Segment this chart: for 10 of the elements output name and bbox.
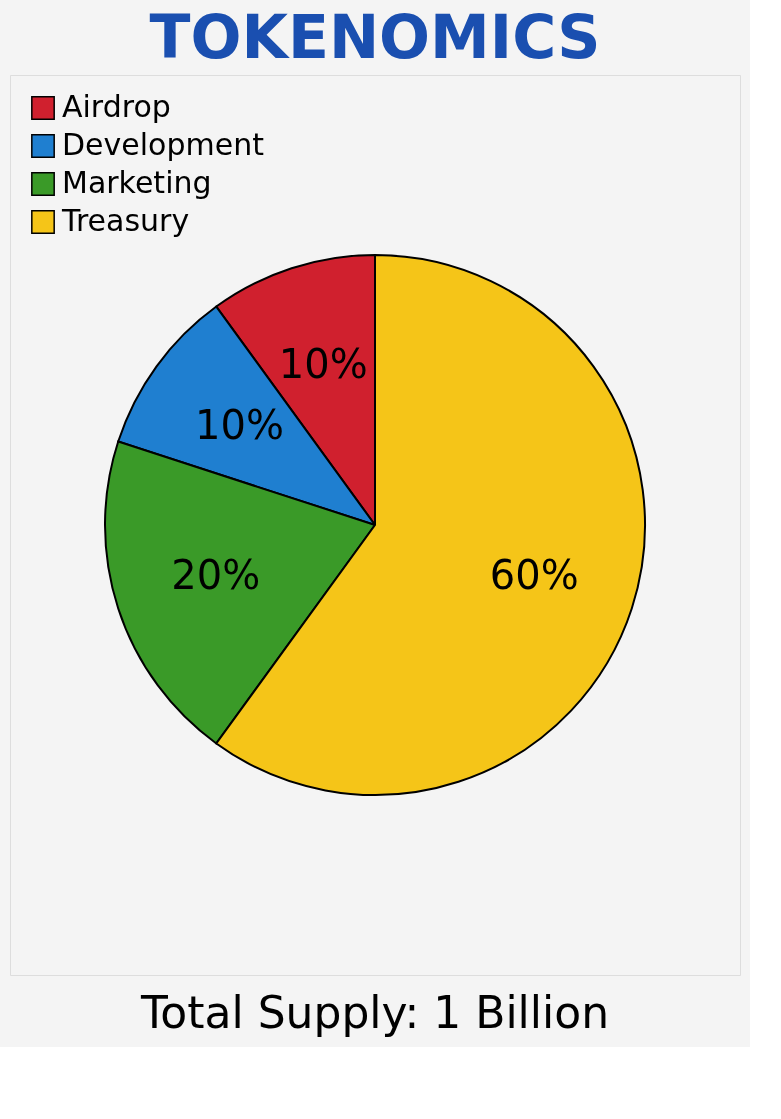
data-label: 60%: [489, 551, 579, 598]
legend-label: Development: [62, 127, 265, 162]
data-label: 10%: [278, 340, 368, 387]
chart-title: TOKENOMICS: [149, 2, 601, 72]
legend-label: Treasury: [61, 203, 190, 238]
legend-label: Airdrop: [62, 89, 171, 124]
data-label: 20%: [171, 551, 261, 598]
legend-label: Marketing: [62, 165, 212, 200]
data-label: 10%: [195, 401, 285, 448]
text: Total Supply: 1 Billion: [139, 987, 610, 1038]
